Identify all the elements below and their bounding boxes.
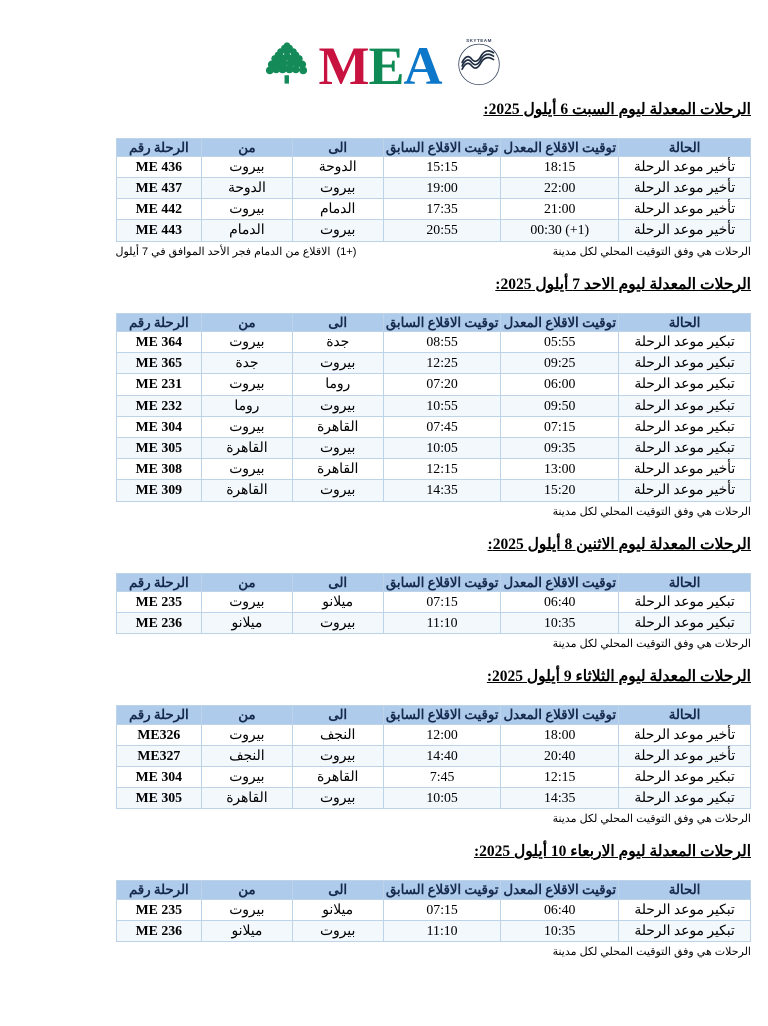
svg-text:SKYTEAM: SKYTEAM <box>466 38 492 43</box>
